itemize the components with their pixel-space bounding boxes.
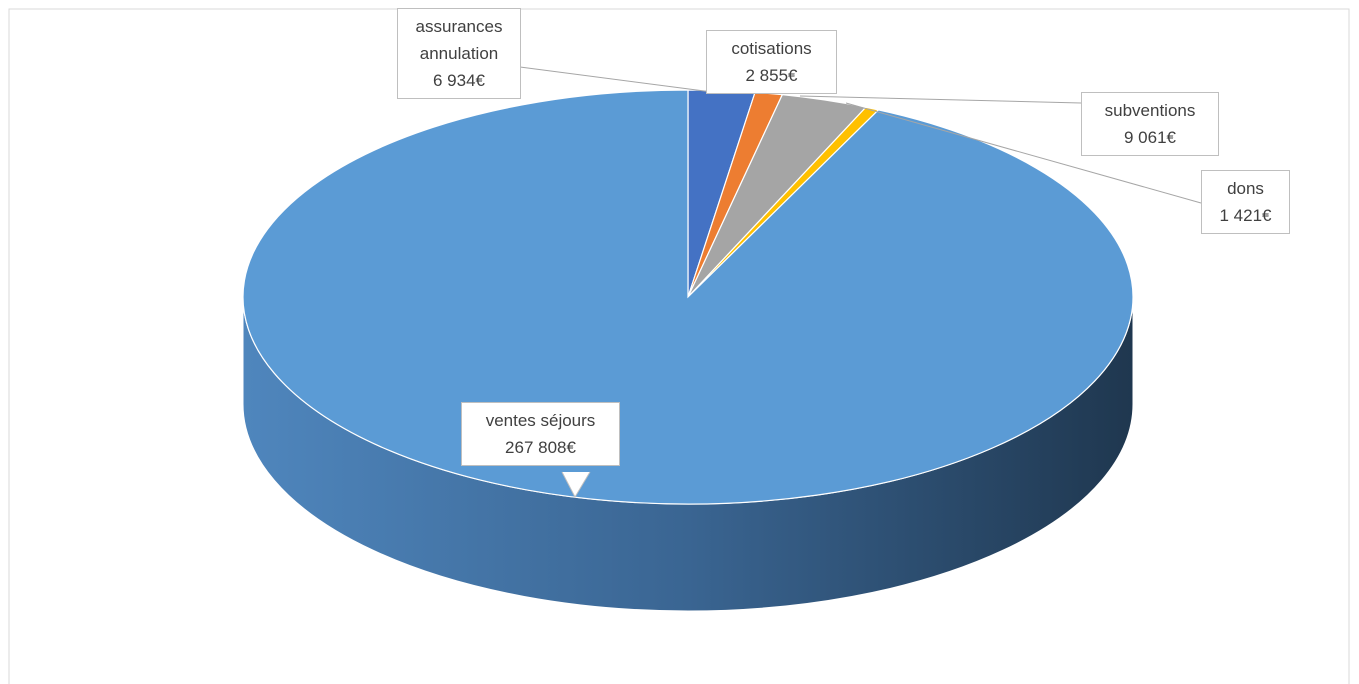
- label-value: 9 061€: [1124, 128, 1176, 147]
- data-label: cotisations 2 855€: [706, 30, 837, 94]
- label-name: ventes séjours: [485, 411, 596, 430]
- label-name: subventions: [1104, 101, 1196, 120]
- label-value: 6 934€: [433, 71, 485, 90]
- label-value: 267 808€: [505, 438, 576, 457]
- slice: [242, 89, 1134, 505]
- data-label: ventes séjours 267 808€: [461, 402, 620, 466]
- data-label: subventions 9 061€: [1081, 92, 1219, 156]
- callout-pointer: [561, 471, 591, 499]
- data-label: dons 1 421€: [1201, 170, 1290, 234]
- leader-line: [519, 66, 713, 93]
- label-name: assurances annulation: [415, 17, 503, 63]
- data-label: assurances annulation 6 934€: [397, 8, 521, 99]
- label-value: 2 855€: [745, 66, 798, 85]
- leader-line: [799, 95, 1082, 104]
- chart-frame: [8, 8, 1350, 684]
- leader-line: [845, 102, 1202, 204]
- label-name: dons: [1227, 179, 1264, 198]
- label-value: 1 421€: [1219, 206, 1272, 225]
- label-name: cotisations: [731, 39, 812, 58]
